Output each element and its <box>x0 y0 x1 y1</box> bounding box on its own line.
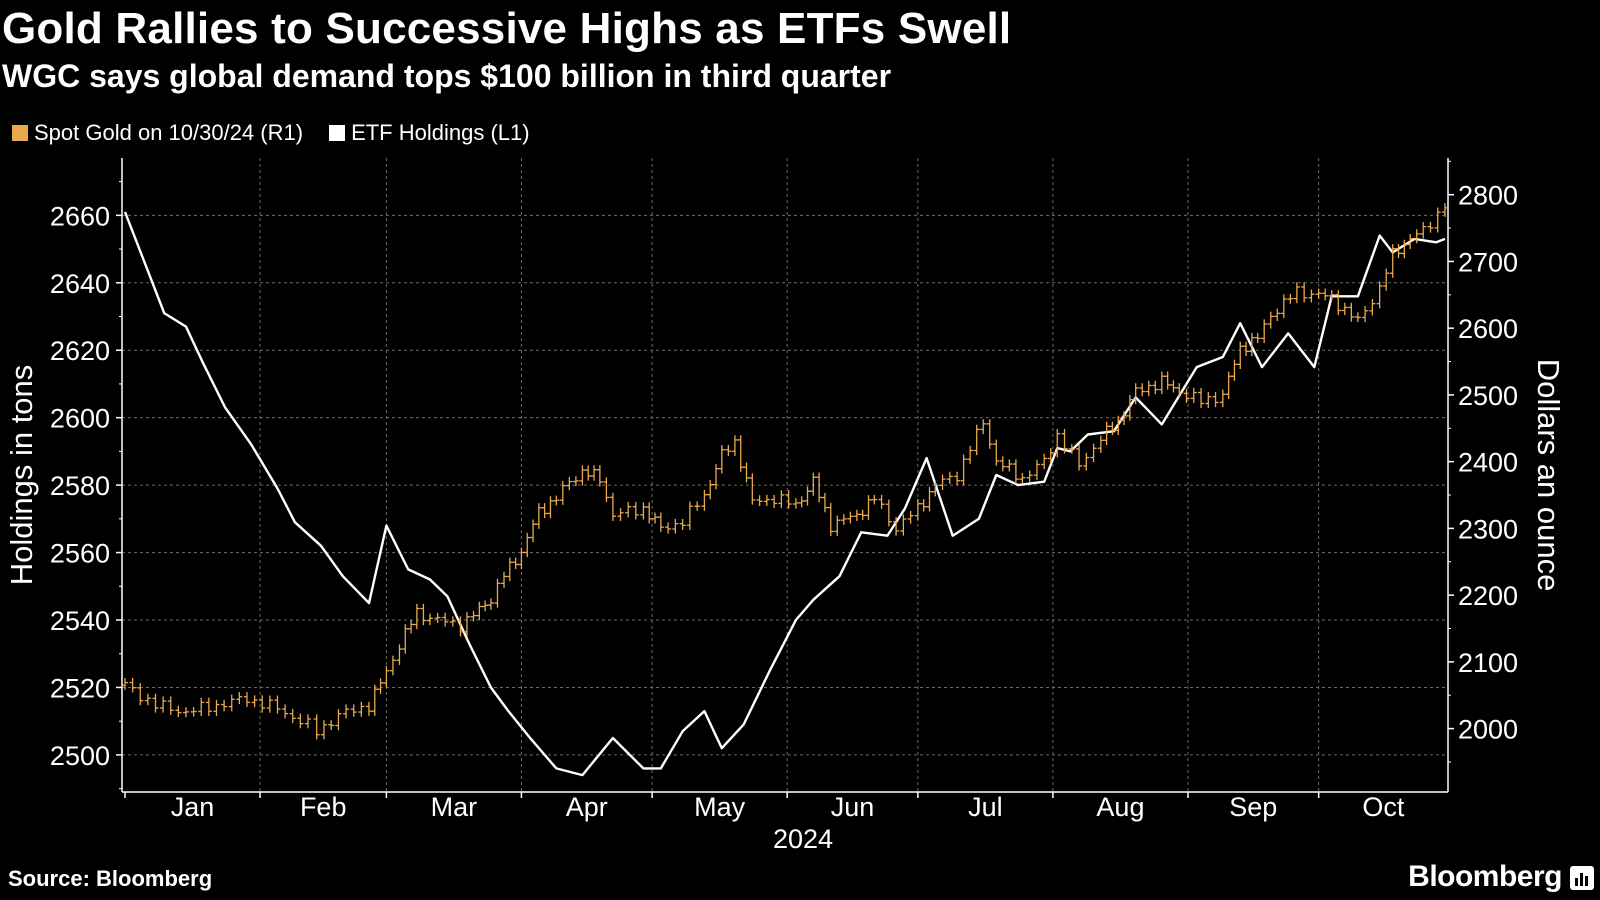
left-tick-label: 2600 <box>50 404 110 434</box>
x-tick-label: Mar <box>431 792 478 822</box>
left-tick-label: 2660 <box>50 201 110 231</box>
right-tick-label: 2800 <box>1458 181 1518 211</box>
right-tick-label: 2200 <box>1458 581 1518 611</box>
x-year-label: 2024 <box>773 824 833 854</box>
right-tick-label: 2000 <box>1458 715 1518 745</box>
left-tick-label: 2540 <box>50 606 110 636</box>
source-note: Source: Bloomberg <box>8 866 213 891</box>
etf-holdings-line <box>123 211 1446 777</box>
left-tick-label: 2640 <box>50 269 110 299</box>
legend-swatch-gold <box>12 125 28 141</box>
right-tick-label: 2500 <box>1458 381 1518 411</box>
right-axis-title: Dollars an ounce <box>1531 359 1566 592</box>
chart-title: Gold Rallies to Successive Highs as ETFs… <box>2 4 1012 53</box>
legend-item-gold: Spot Gold on 10/30/24 (R1) <box>12 120 303 146</box>
legend-swatch-etf <box>329 125 346 141</box>
right-tick-label: 2600 <box>1458 314 1518 344</box>
left-tick-label: 2580 <box>50 471 110 501</box>
x-tick-label: Jul <box>968 792 1003 822</box>
chart-subtitle: WGC says global demand tops $100 billion… <box>2 58 892 94</box>
left-tick-label: 2620 <box>50 336 110 366</box>
right-tick-label: 2700 <box>1458 247 1518 277</box>
x-tick-label: May <box>694 792 746 822</box>
left-tick-label: 2520 <box>50 673 110 703</box>
legend-label-gold: Spot Gold on 10/30/24 (R1) <box>34 120 304 145</box>
right-tick-label: 2100 <box>1458 648 1518 678</box>
bar-chart-icon <box>1570 866 1594 890</box>
x-tick-label: Sep <box>1229 792 1277 822</box>
legend-item-etf: ETF Holdings (L1) <box>329 120 530 146</box>
x-tick-label: Jan <box>171 792 215 822</box>
x-tick-label: Jun <box>831 792 875 822</box>
right-tick-label: 2300 <box>1458 514 1518 544</box>
legend-label-etf: ETF Holdings (L1) <box>351 120 530 145</box>
x-tick-label: Feb <box>300 792 347 822</box>
left-tick-label: 2560 <box>50 539 110 569</box>
legend: Spot Gold on 10/30/24 (R1) ETF Holdings … <box>12 120 530 146</box>
x-tick-label: Oct <box>1362 792 1405 822</box>
left-axis-title: Holdings in tons <box>4 365 39 586</box>
x-tick-label: Apr <box>566 792 608 822</box>
x-tick-label: Aug <box>1096 792 1144 822</box>
bloomberg-logo: Bloomberg <box>1408 860 1562 893</box>
left-tick-label: 2500 <box>50 741 110 771</box>
right-tick-label: 2400 <box>1458 448 1518 478</box>
